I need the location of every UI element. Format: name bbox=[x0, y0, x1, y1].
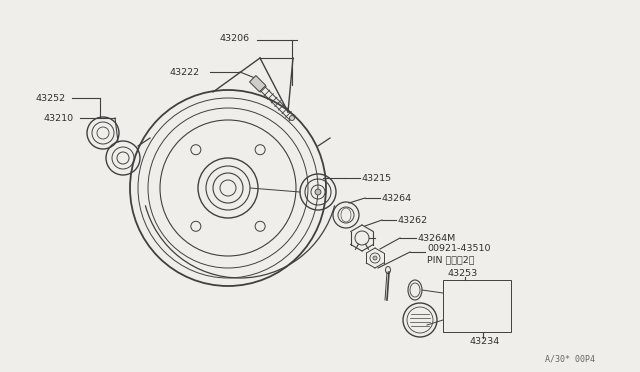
Text: 43222: 43222 bbox=[170, 67, 200, 77]
Text: 43264: 43264 bbox=[382, 193, 412, 202]
Text: 00921-43510: 00921-43510 bbox=[427, 244, 490, 253]
Text: A/30* 00P4: A/30* 00P4 bbox=[545, 354, 595, 363]
Text: PIN ピン（2）: PIN ピン（2） bbox=[427, 256, 474, 264]
Text: 43252: 43252 bbox=[35, 93, 65, 103]
Text: 43264M: 43264M bbox=[418, 234, 456, 243]
FancyBboxPatch shape bbox=[250, 76, 266, 92]
Circle shape bbox=[373, 256, 377, 260]
Text: 43215: 43215 bbox=[362, 173, 392, 183]
Text: 43206: 43206 bbox=[220, 33, 250, 42]
Circle shape bbox=[289, 115, 294, 121]
Text: 43234: 43234 bbox=[470, 337, 500, 346]
Bar bbox=[443, 280, 511, 332]
Text: 43210: 43210 bbox=[43, 113, 73, 122]
Text: 43253: 43253 bbox=[448, 269, 478, 279]
Text: 43262: 43262 bbox=[398, 215, 428, 224]
Circle shape bbox=[315, 189, 321, 195]
